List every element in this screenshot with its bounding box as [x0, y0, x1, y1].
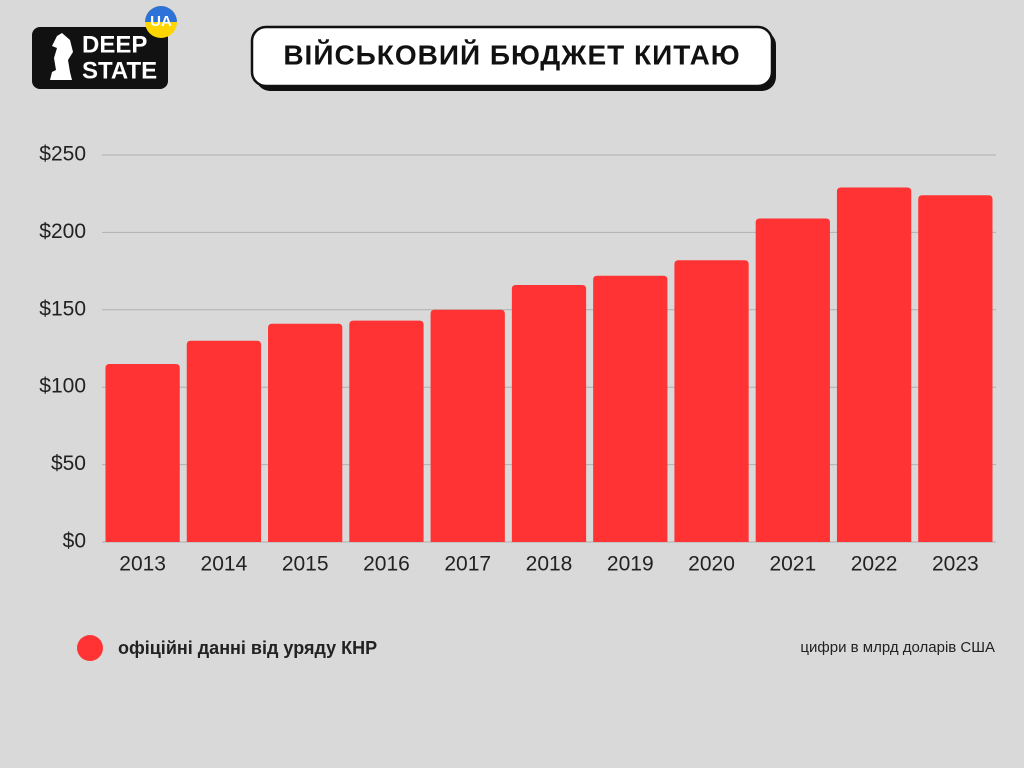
y-tick-label: $250	[39, 143, 86, 166]
badge-top	[145, 6, 177, 22]
bar	[755, 218, 830, 542]
x-tick-label: 2016	[363, 553, 410, 576]
y-tick-label: $150	[39, 297, 86, 320]
x-tick-label: 2017	[444, 553, 491, 576]
x-tick-label: 2019	[607, 553, 654, 576]
bar	[105, 363, 180, 542]
bar	[511, 285, 587, 542]
y-tick-label: $100	[39, 375, 86, 398]
x-tick-label: 2015	[282, 553, 329, 576]
x-tick-label: 2022	[851, 553, 898, 576]
note: цифри в млрд доларів США	[800, 639, 995, 656]
bar	[836, 187, 912, 542]
y-tick-label: $50	[51, 452, 86, 475]
badge-text: UA	[150, 13, 172, 30]
y-tick-label: $0	[63, 530, 86, 553]
bar	[674, 260, 749, 542]
bar	[268, 323, 343, 542]
bar	[593, 275, 668, 542]
bar	[186, 340, 262, 542]
logo-line: STATE	[82, 57, 157, 84]
legend-swatch	[77, 635, 103, 661]
x-tick-label: 2014	[201, 553, 248, 576]
chart-title: ВІЙСЬКОВИЙ БЮДЖЕТ КИТАЮ	[283, 38, 740, 70]
y-tick-label: $200	[39, 220, 86, 243]
x-tick-label: 2023	[932, 553, 979, 576]
logo-line: DEEP	[82, 31, 147, 58]
x-tick-label: 2021	[769, 553, 816, 576]
x-tick-label: 2020	[688, 553, 735, 576]
legend-label: офіційні данні від уряду КНР	[118, 638, 377, 658]
title-box	[250, 25, 774, 88]
logo-knight	[50, 33, 73, 80]
bar	[918, 195, 993, 543]
bar	[349, 320, 424, 542]
bar	[430, 309, 505, 542]
x-tick-label: 2013	[119, 553, 166, 576]
x-tick-label: 2018	[526, 553, 573, 576]
